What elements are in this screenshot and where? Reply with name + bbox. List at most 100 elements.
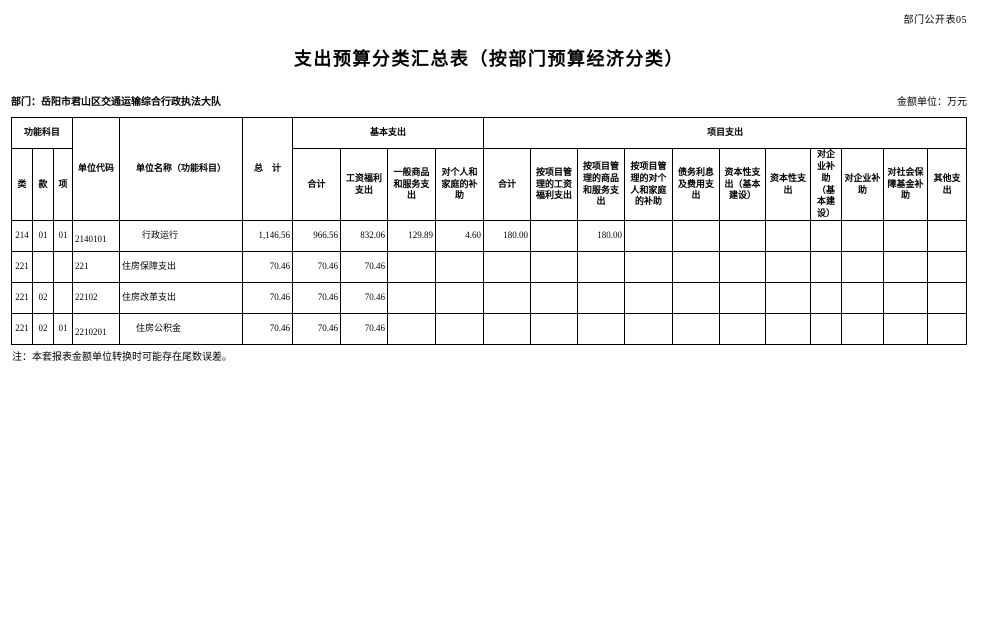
header-unit-code: 单位代码: [72, 117, 120, 221]
cell-proj-goods: [577, 282, 626, 314]
cell-total: 70.46: [242, 282, 293, 314]
cell-proj-other: [927, 313, 968, 345]
table-row: 221 02 01 2210201 住房公积金 70.46 70.46 70.4…: [11, 313, 968, 345]
cell-proj-social-security: [883, 313, 929, 345]
cell-proj-enterprise-infra: [810, 282, 843, 314]
cell-basic-wages: 70.46: [340, 282, 388, 314]
header-functional-group: 功能科目: [11, 117, 73, 149]
footnote: 注：本套报表金额单位转换时可能存在尾数误差。: [12, 352, 232, 363]
table-row: 221 02 22102 住房改革支出 70.46 70.46 70.46: [11, 282, 968, 314]
header-proj-enterprise: 对企业补助: [841, 148, 885, 221]
header-lei: 类: [11, 148, 33, 221]
cell-lei: 221: [11, 313, 33, 345]
cell-unit-code: 2140101: [72, 220, 120, 252]
cell-basic-subtotal: 70.46: [292, 282, 341, 314]
header-proj-capital-infra: 资本性支出（基本建设）: [719, 148, 767, 221]
header-proj-subtotal: 合计: [483, 148, 532, 221]
cell-proj-subtotal: [483, 282, 532, 314]
header-proj-enterprise-infra: 对企业补助（基本建设）: [810, 148, 843, 221]
cell-proj-enterprise-infra: [810, 251, 843, 283]
cell-basic-goods: [387, 251, 436, 283]
sheet-label: 部门公开表05: [903, 15, 967, 26]
cell-proj-wages: [530, 282, 579, 314]
cell-proj-capital-infra: [719, 251, 767, 283]
cell-proj-wages: [530, 313, 579, 345]
cell-unit-code: 221: [72, 251, 120, 283]
cell-basic-goods: [387, 282, 436, 314]
cell-xiang: [53, 251, 73, 283]
cell-xiang: 01: [53, 220, 73, 252]
table-row: 221 221 住房保障支出 70.46 70.46 70.46: [11, 251, 968, 283]
cell-total: 70.46: [242, 313, 293, 345]
header-basic-family: 对个人和家庭的补助: [434, 148, 485, 221]
cell-proj-family: [624, 313, 674, 345]
cell-proj-goods: [577, 313, 626, 345]
cell-unit-name: 住房公积金: [119, 313, 243, 345]
cell-proj-debt: [672, 282, 721, 314]
header-unit-name: 单位名称（功能科目）: [119, 117, 243, 221]
cell-lei: 214: [11, 220, 33, 252]
cell-proj-capital-infra: [719, 282, 767, 314]
cell-kuan: 01: [32, 220, 54, 252]
cell-proj-capital-infra: [719, 313, 767, 345]
cell-basic-wages: 70.46: [340, 251, 388, 283]
cell-basic-family: [434, 313, 485, 345]
cell-proj-wages: [530, 251, 579, 283]
cell-proj-social-security: [883, 282, 929, 314]
cell-unit-code: 2210201: [72, 313, 120, 345]
table-row: 214 01 01 2140101 行政运行 1,146.56 966.56 8…: [11, 220, 968, 252]
cell-proj-social-security: [883, 220, 929, 252]
department-label: 部门：岳阳市君山区交通运输综合行政执法大队: [11, 97, 221, 108]
cell-basic-family: 4.60: [434, 220, 485, 252]
budget-table: 功能科目 单位代码 单位名称（功能科目） 总 计 基本支出 项目支出 类 款 项…: [11, 117, 968, 345]
header-proj-debt: 债务利息及费用支出: [672, 148, 721, 221]
cell-unit-name: 住房改革支出: [119, 282, 243, 314]
header-row-columns: 类 款 项 合计 工资福利支出 一般商品和服务支出 对个人和家庭的补助 合计 按…: [11, 148, 968, 221]
cell-proj-goods: 180.00: [577, 220, 626, 252]
cell-xiang: [53, 282, 73, 314]
header-kuan: 款: [32, 148, 54, 221]
cell-proj-subtotal: [483, 251, 532, 283]
cell-proj-capital: [765, 282, 812, 314]
subheader: 部门：岳阳市君山区交通运输综合行政执法大队 金额单位：万元: [11, 93, 967, 108]
cell-proj-capital: [765, 313, 812, 345]
cell-proj-other: [927, 282, 968, 314]
cell-unit-code: 22102: [72, 282, 120, 314]
cell-xiang: 01: [53, 313, 73, 345]
cell-proj-debt: [672, 251, 721, 283]
cell-basic-subtotal: 70.46: [292, 251, 341, 283]
header-proj-wages: 按项目管理的工资福利支出: [530, 148, 579, 221]
cell-proj-family: [624, 251, 674, 283]
cell-lei: 221: [11, 251, 33, 283]
cell-basic-wages: 70.46: [340, 313, 388, 345]
cell-proj-enterprise: [841, 251, 885, 283]
header-proj-family: 按项目管理的对个人和家庭的补助: [624, 148, 674, 221]
cell-proj-subtotal: 180.00: [483, 220, 532, 252]
cell-kuan: 02: [32, 282, 54, 314]
header-xiang: 项: [53, 148, 73, 221]
header-basic-wages: 工资福利支出: [340, 148, 388, 221]
amount-unit-label: 金额单位：万元: [897, 97, 967, 108]
cell-proj-capital-infra: [719, 220, 767, 252]
header-proj-capital: 资本性支出: [765, 148, 812, 221]
cell-lei: 221: [11, 282, 33, 314]
cell-proj-social-security: [883, 251, 929, 283]
header-proj-other: 其他支出: [927, 148, 968, 221]
cell-basic-subtotal: 966.56: [292, 220, 341, 252]
cell-total: 1,146.56: [242, 220, 293, 252]
cell-proj-capital: [765, 220, 812, 252]
cell-proj-enterprise: [841, 313, 885, 345]
cell-proj-enterprise: [841, 220, 885, 252]
header-basic-subtotal: 合计: [292, 148, 341, 221]
cell-total: 70.46: [242, 251, 293, 283]
cell-proj-enterprise-infra: [810, 313, 843, 345]
cell-proj-goods: [577, 251, 626, 283]
cell-basic-family: [434, 251, 485, 283]
cell-basic-goods: 129.89: [387, 220, 436, 252]
header-basic-goods: 一般商品和服务支出: [387, 148, 436, 221]
cell-basic-wages: 832.06: [340, 220, 388, 252]
cell-unit-name: 行政运行: [119, 220, 243, 252]
cell-proj-debt: [672, 220, 721, 252]
cell-basic-family: [434, 282, 485, 314]
cell-proj-subtotal: [483, 313, 532, 345]
